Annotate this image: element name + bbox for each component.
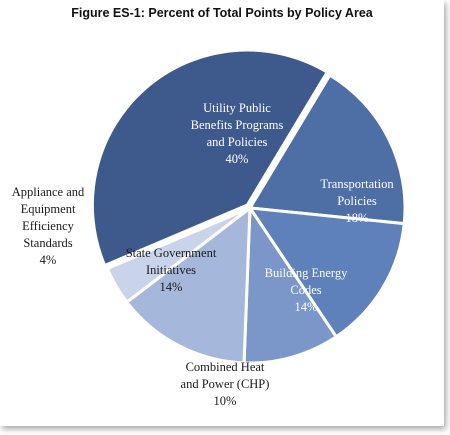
pie-slice-3 <box>248 206 406 339</box>
slice-name-label: Standards <box>23 236 72 250</box>
slice-name-label: Transportation <box>320 177 394 191</box>
slice-label-6: Appliance and Equipment Efficiency Standard… <box>12 185 85 267</box>
slice-name-label: Building Energy <box>265 266 349 280</box>
slice-name-label: Appliance and <box>12 185 85 199</box>
slice-name-label: and Power (CHP) <box>181 377 270 391</box>
slice-value-label: 10% <box>214 394 237 408</box>
slice-name-label: Equipment <box>21 202 76 216</box>
slice-name-label: Initiatives <box>146 263 196 277</box>
slice-name-label: Efficiency <box>22 219 75 233</box>
slice-label-2: Transportation Policies 18% <box>320 177 394 225</box>
chart-frame: Figure ES-1: Percent of Total Points by … <box>11 6 407 408</box>
slice-value-label: 4% <box>40 253 57 267</box>
slice-name-label: State Government <box>126 246 217 260</box>
slice-name-label: Utility Public <box>203 101 271 115</box>
pie-slice-1 <box>90 48 329 268</box>
slice-label-4: Combined Heat and Power (CHP) 10% <box>181 360 270 408</box>
pie-slice-6 <box>105 206 252 304</box>
slice-name-label: Combined Heat <box>186 360 265 374</box>
pie-chart: Utility Public Benefits Programs and Polic… <box>12 48 407 408</box>
chart-title: Figure ES-1: Percent of Total Points by … <box>71 6 373 20</box>
slice-name-label: Policies <box>337 194 377 208</box>
slice-value-label: 40% <box>226 152 249 166</box>
slice-value-label: 14% <box>295 300 318 314</box>
pie-slice-4 <box>242 206 338 365</box>
slice-name-label: and Policies <box>207 135 268 149</box>
pie-slice-5 <box>125 206 252 365</box>
slice-label-1: Utility Public Benefits Programs and Polic… <box>191 101 284 166</box>
slice-name-label: Codes <box>290 283 321 297</box>
slice-name-label: Benefits Programs <box>191 118 284 132</box>
slice-value-label: 14% <box>160 280 183 294</box>
slice-value-label: 18% <box>346 211 369 225</box>
slice-label-3: Building Energy Codes 14% <box>265 266 349 314</box>
slice-label-5: State Government Initiatives 14% <box>126 246 217 294</box>
pie-slice-2 <box>248 73 407 226</box>
